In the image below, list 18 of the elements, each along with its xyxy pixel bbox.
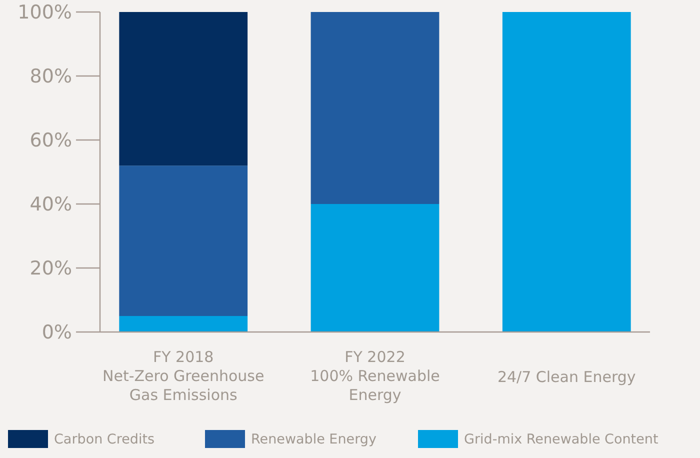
legend-label: Carbon Credits (54, 432, 155, 448)
y-tick-label: 60% (30, 130, 72, 152)
x-tick-label: 24/7 Clean Energy (497, 368, 636, 386)
legend-label: Renewable Energy (251, 432, 376, 448)
bar (119, 166, 248, 316)
legend-label: Grid-mix Renewable Content (464, 432, 658, 448)
y-tick-label: 100% (18, 2, 72, 24)
y-tick-label: 20% (30, 258, 72, 280)
x-tick-label: FY 2018 Net-Zero Greenhouse Gas Emissions (102, 348, 264, 404)
y-tick-label: 0% (42, 322, 72, 344)
x-tick-label: FY 2022 100% Renewable Energy (310, 348, 440, 404)
bar (119, 12, 248, 166)
y-tick-label: 80% (30, 66, 72, 88)
bar (310, 204, 440, 332)
bar (310, 12, 440, 204)
bar (502, 12, 631, 332)
bar (119, 316, 248, 332)
y-tick-label: 40% (30, 194, 72, 216)
